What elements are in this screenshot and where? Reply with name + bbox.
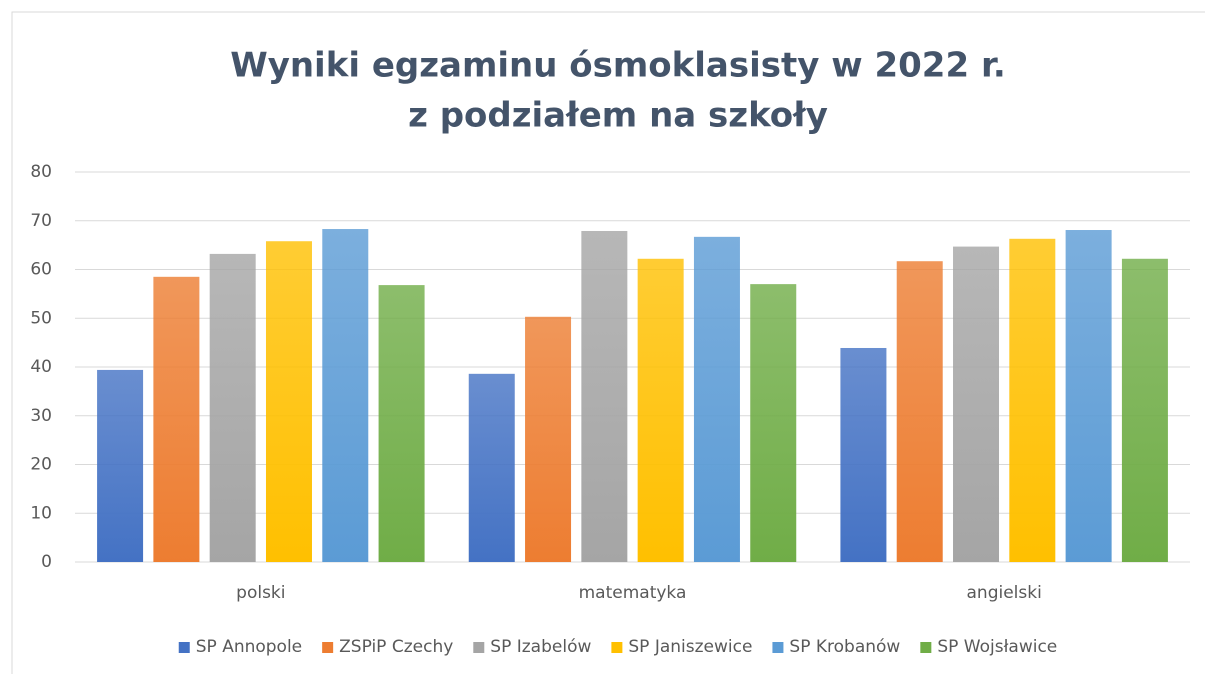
y-tick-label: 70 <box>30 211 52 231</box>
bar <box>525 316 572 562</box>
y-tick-label: 60 <box>30 260 52 280</box>
bar <box>265 241 312 562</box>
x-tick-label: polski <box>236 583 285 603</box>
legend-swatch <box>920 642 932 653</box>
legend-label: SP Krobanów <box>789 637 900 657</box>
bar <box>1009 238 1056 562</box>
bar <box>581 230 628 563</box>
y-tick-label: 80 <box>30 162 52 182</box>
legend-label: SP Izabelów <box>490 637 591 657</box>
x-tick-label: matematyka <box>579 583 687 603</box>
legend-label: SP Wojsławice <box>937 637 1057 657</box>
bar <box>468 373 515 562</box>
bar <box>637 258 684 562</box>
legend-swatch <box>178 642 190 653</box>
chart-title: Wyniki egzaminu ósmoklasisty w 2022 r. <box>230 46 1006 86</box>
y-tick-label: 50 <box>30 308 52 328</box>
legend-swatch <box>473 642 485 653</box>
legend-swatch <box>322 642 334 653</box>
bar <box>840 347 887 562</box>
bar <box>1065 230 1112 562</box>
bar <box>896 261 943 562</box>
legend: SP Annopole ZSPiP Czechy SP Izabelów SP Jan… <box>178 637 1057 657</box>
bar <box>97 369 144 562</box>
y-tick-label: 20 <box>30 455 52 475</box>
y-tick-label: 40 <box>30 357 52 377</box>
chart-title: z podziałem na szkoły <box>408 96 828 136</box>
bar <box>750 284 797 562</box>
bar <box>953 246 1000 562</box>
y-tick-label: 10 <box>30 503 52 523</box>
legend-label: ZSPiP Czechy <box>339 637 453 657</box>
bar <box>1121 258 1168 562</box>
bar <box>209 253 256 562</box>
legend-label: SP Janiszewice <box>628 637 752 657</box>
legend-swatch <box>772 642 784 653</box>
legend-swatch <box>611 642 623 653</box>
bar <box>378 285 425 562</box>
y-tick-label: 0 <box>41 552 52 572</box>
y-tick-label: 30 <box>30 406 52 426</box>
legend-label: SP Annopole <box>196 637 302 657</box>
bar <box>322 229 369 562</box>
bar <box>693 236 740 562</box>
bar <box>153 276 200 562</box>
x-tick-label: angielski <box>967 583 1042 603</box>
